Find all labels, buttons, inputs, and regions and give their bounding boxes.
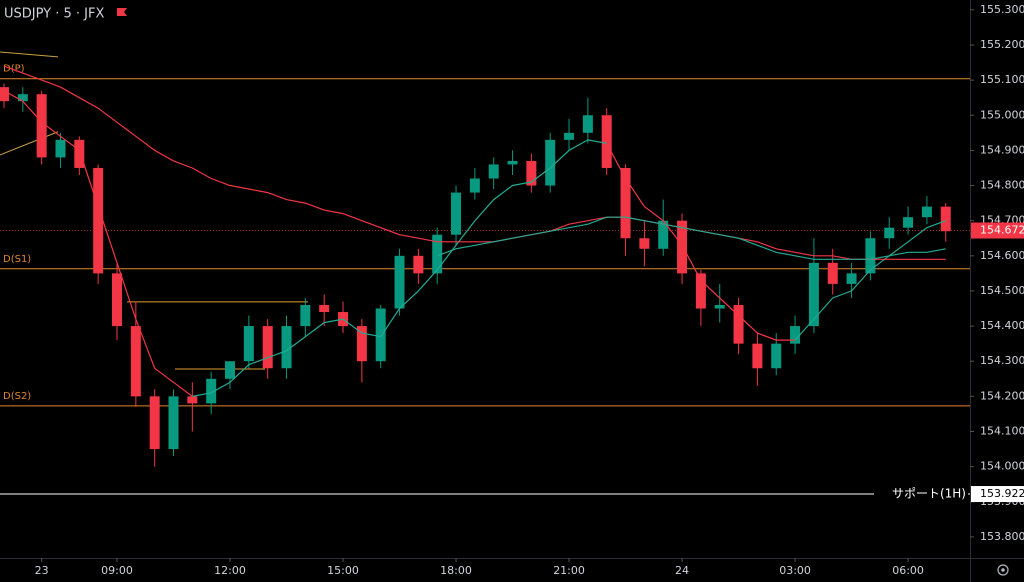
y-tick-label: 154.500 xyxy=(980,284,1024,297)
candle-body xyxy=(677,220,688,274)
candle-body xyxy=(921,206,932,218)
candle-body xyxy=(36,94,47,158)
y-tick-label: 154.200 xyxy=(980,389,1024,402)
candle-body xyxy=(695,273,706,309)
x-tick-label: 24 xyxy=(675,564,689,577)
level-label: D(S1) xyxy=(3,254,31,265)
candle-body xyxy=(451,192,462,235)
last-price-label: 154.672 xyxy=(980,224,1024,237)
x-tick-label: 09:00 xyxy=(101,564,133,577)
candle-body xyxy=(55,139,66,158)
candle-body xyxy=(432,234,443,274)
candle-body xyxy=(74,139,85,168)
y-tick-label: 154.600 xyxy=(980,249,1024,262)
ma-line xyxy=(192,139,607,397)
settings-icon-dot xyxy=(1001,568,1005,572)
candle-body xyxy=(488,164,499,179)
candle-body xyxy=(752,343,763,369)
candle-body xyxy=(790,326,801,344)
y-tick-label: 154.900 xyxy=(980,143,1024,156)
candle-body xyxy=(582,115,593,133)
candle-body xyxy=(526,160,537,186)
candle-body xyxy=(714,305,725,309)
candle-body xyxy=(243,326,254,362)
candle-body xyxy=(319,305,330,313)
candle-body xyxy=(300,305,311,327)
candle-body xyxy=(469,178,480,193)
y-tick-label: 153.800 xyxy=(980,530,1024,543)
flag-icon xyxy=(117,8,127,16)
y-tick-label: 155.200 xyxy=(980,38,1024,51)
x-tick-label: 12:00 xyxy=(214,564,246,577)
candle-body xyxy=(149,396,160,450)
last-price-tag xyxy=(971,222,1024,239)
x-tick-label: 18:00 xyxy=(440,564,472,577)
candle-body xyxy=(281,326,292,369)
candle-body xyxy=(846,273,857,284)
candle-body xyxy=(130,326,141,397)
support-label-bg xyxy=(874,485,968,504)
y-tick-label: 154.400 xyxy=(980,319,1024,332)
candle-body xyxy=(93,167,104,274)
ma-line xyxy=(606,143,796,341)
x-tick-label: 23 xyxy=(35,564,49,577)
candle-body xyxy=(262,326,273,369)
support-label: サポート(1H) xyxy=(892,487,966,501)
candle-body xyxy=(206,378,217,404)
ma-line xyxy=(794,220,946,341)
candle-body xyxy=(827,262,838,284)
candle-body xyxy=(940,206,951,232)
drawing-line xyxy=(0,131,59,156)
candle-body xyxy=(903,217,914,228)
y-tick-label: 154.100 xyxy=(980,425,1024,438)
candle-body xyxy=(17,94,28,102)
y-tick-label: 155.100 xyxy=(980,73,1024,86)
candle-body xyxy=(808,262,819,327)
y-tick-label: 154.800 xyxy=(980,179,1024,192)
candle-body xyxy=(884,227,895,239)
candle-body xyxy=(639,238,650,249)
y-tick-label: 154.300 xyxy=(980,354,1024,367)
candle-body xyxy=(187,396,198,404)
x-tick-label: 15:00 xyxy=(327,564,359,577)
ma-line xyxy=(3,90,193,397)
candle-body xyxy=(620,167,631,239)
level-label: D(S2) xyxy=(3,391,31,402)
candle-body xyxy=(112,273,123,327)
candle-body xyxy=(771,343,782,369)
chart-title: USDJPY · 5 · JFX xyxy=(4,7,104,22)
candle-body xyxy=(356,326,367,362)
candle-body xyxy=(865,238,876,274)
support-tag-label: 153.922 xyxy=(980,487,1024,500)
candle-body xyxy=(601,115,612,168)
candle-body xyxy=(733,305,744,344)
candle-body xyxy=(413,255,424,274)
candle-body xyxy=(394,255,405,309)
y-tick-label: 155.300 xyxy=(980,3,1024,16)
x-tick-label: 21:00 xyxy=(553,564,585,577)
candle-body xyxy=(658,220,669,249)
overlay: 154.672 153.922 サポート(1H) xyxy=(874,222,1024,504)
candle-body xyxy=(375,308,386,362)
candle-body xyxy=(507,160,518,165)
support-tag xyxy=(971,486,1024,503)
axes: 153.800153.900154.000154.100154.200154.3… xyxy=(35,3,1024,577)
y-tick-label: 155.000 xyxy=(980,108,1024,121)
ma-line xyxy=(436,216,946,260)
y-tick-label: 154.000 xyxy=(980,460,1024,473)
x-tick-label: 06:00 xyxy=(892,564,924,577)
settings-icon[interactable] xyxy=(997,564,1009,576)
candle-body xyxy=(225,361,236,379)
candle-body xyxy=(0,87,9,102)
drawing-line xyxy=(0,51,59,58)
candle-body xyxy=(545,139,556,186)
candle-body xyxy=(168,396,179,450)
plot-area: D(P)D(S1)D(S2) xyxy=(0,51,970,495)
ma-line xyxy=(3,65,946,260)
x-tick-label: 03:00 xyxy=(779,564,811,577)
candle-body xyxy=(564,132,575,140)
